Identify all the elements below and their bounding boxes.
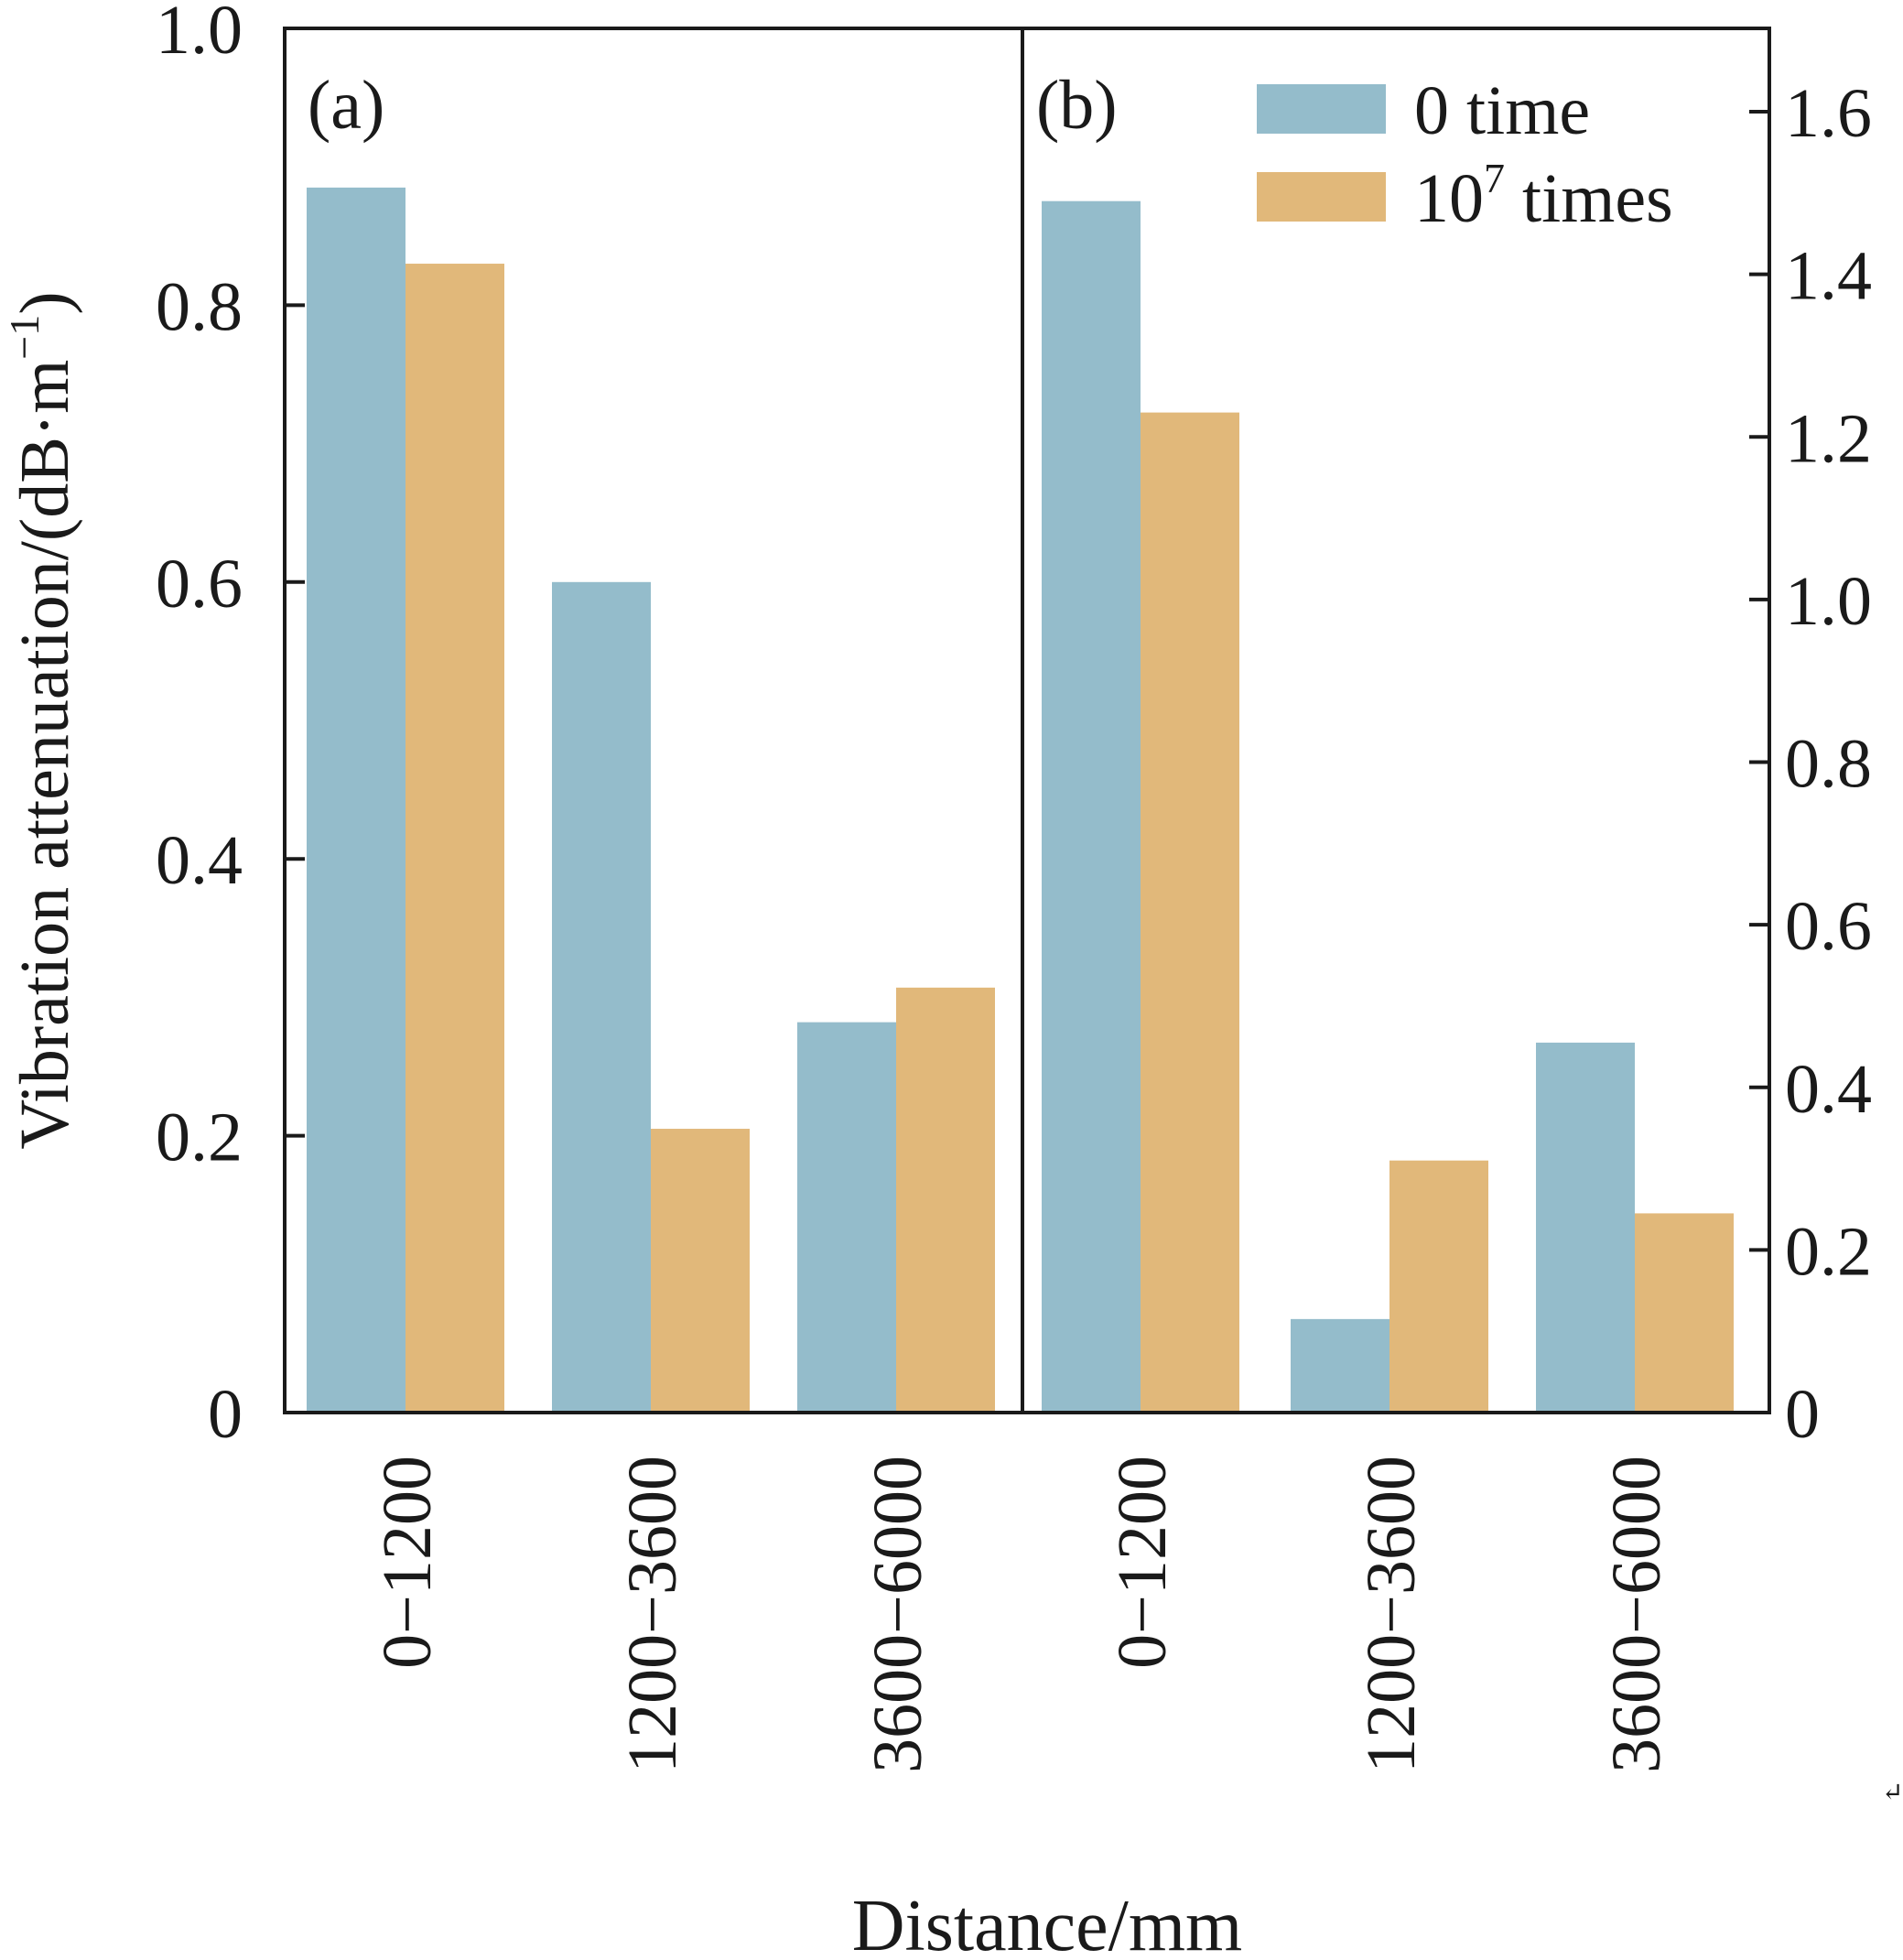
panel-tag-a: (a) — [308, 67, 384, 144]
bar-b-series1-cat0 — [1141, 412, 1239, 1413]
bar-b-series0-cat1 — [1291, 1318, 1389, 1413]
y-axis-title: Vibration attenuation/(dB·m−1) — [1, 291, 83, 1149]
y-tick-label-right-4: 0.8 — [1785, 726, 1872, 803]
x-tick-label-b-0: 0−1200 — [1104, 1456, 1181, 1669]
y-tick-label-right-6: 1.2 — [1785, 400, 1872, 477]
bar-a-series0-cat2 — [797, 1022, 896, 1413]
y-tick-label-left-1: 0.2 — [156, 1099, 243, 1176]
plot-frame — [283, 27, 1771, 1414]
return-mark-icon: ↵ — [1882, 1779, 1903, 1807]
y-tick-label-left-3: 0.6 — [156, 546, 243, 623]
legend-swatch-0-time — [1257, 84, 1386, 134]
panel-tag-b: (b) — [1036, 67, 1118, 144]
bar-b-series0-cat2 — [1536, 1042, 1635, 1413]
x-axis-title: Distance/mm — [852, 1886, 1243, 1960]
y-tick-label-left-2: 0.4 — [156, 822, 243, 899]
bar-a-series1-cat2 — [896, 987, 995, 1413]
y-tick-label-right-5: 1.0 — [1785, 563, 1872, 640]
legend-label-0-time: 0 time — [1414, 72, 1590, 149]
y-tick-label-left-5: 1.0 — [156, 0, 243, 69]
bar-a-series0-cat0 — [307, 187, 405, 1413]
y-tick-label-left-0: 0 — [208, 1376, 243, 1453]
labels-layer: 0 0.2 0.4 0.6 0.8 1.0 0−1200 1200−3600 3600−6000… — [156, 0, 1872, 1773]
x-tick-label-b-1: 1200−3600 — [1353, 1456, 1430, 1773]
bar-a-series0-cat1 — [552, 581, 651, 1413]
y-tick-label-right-3: 0.6 — [1785, 888, 1872, 965]
legend-swatch-10-7-times — [1257, 172, 1386, 222]
y-tick-label-right-1: 0.2 — [1785, 1213, 1872, 1290]
bar-b-series1-cat2 — [1635, 1213, 1734, 1413]
x-tick-label-b-2: 3600−6000 — [1598, 1456, 1675, 1773]
x-tick-label-a-0: 0−1200 — [369, 1456, 446, 1669]
y-tick-label-right-0: 0 — [1785, 1376, 1820, 1453]
y-tick-label-right-8: 1.6 — [1785, 75, 1872, 152]
bars-layer — [307, 187, 1734, 1413]
x-tick-label-a-2: 3600−6000 — [860, 1456, 936, 1773]
bar-b-series0-cat0 — [1042, 200, 1141, 1413]
y-tick-label-right-7: 1.4 — [1785, 238, 1872, 315]
legend: 0 time 107 times — [1257, 72, 1673, 237]
legend-label-10-7-times: 107 times — [1414, 155, 1673, 237]
y-tick-label-left-4: 0.8 — [156, 268, 243, 345]
bar-a-series1-cat1 — [651, 1129, 750, 1413]
y-tick-label-right-2: 0.4 — [1785, 1051, 1872, 1128]
bar-a-series1-cat0 — [405, 264, 504, 1413]
bar-b-series1-cat1 — [1389, 1160, 1488, 1413]
x-tick-label-a-1: 1200−3600 — [614, 1456, 691, 1773]
